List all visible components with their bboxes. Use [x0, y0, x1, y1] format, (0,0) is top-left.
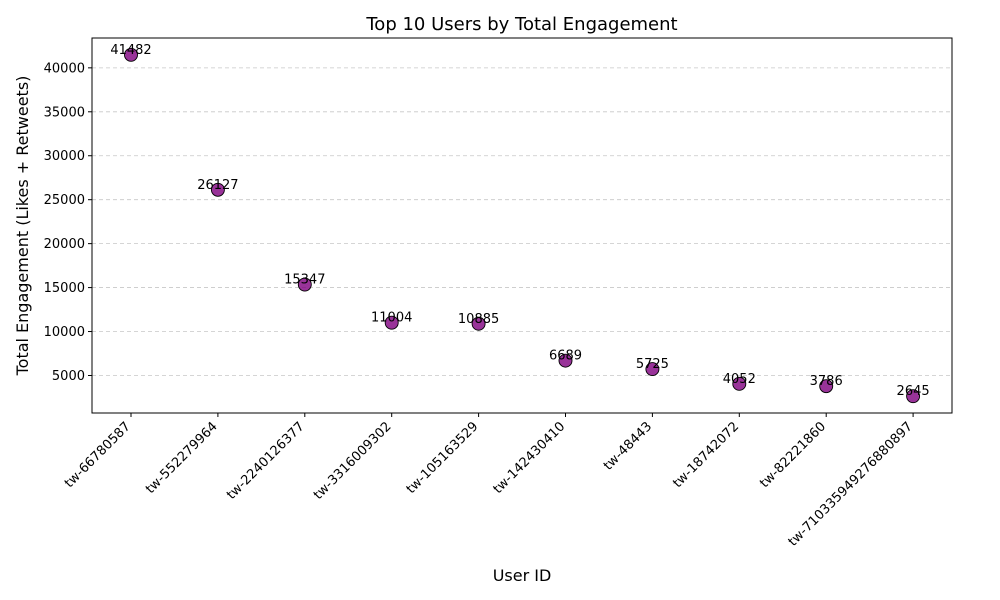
data-label: 15347: [284, 273, 325, 288]
data-point: [124, 47, 138, 62]
y-tick-label: 25000: [44, 193, 85, 208]
data-label: 10885: [458, 312, 499, 327]
data-label: 3786: [810, 374, 843, 389]
y-axis-ticks: 5000 10000 15000 20000 25000 30000 35000 40000: [44, 61, 92, 384]
data-points: [124, 47, 921, 404]
data-point: [297, 277, 312, 292]
y-tick-label: 5000: [52, 369, 85, 384]
y-tick-label: 35000: [44, 105, 85, 120]
data-labels: 41482 26127 15347 11004 10885 6689 5725 4052 378…: [110, 43, 929, 399]
data-point: [558, 353, 573, 368]
data-point: [384, 315, 399, 330]
data-point: [210, 182, 225, 197]
plot-area-frame: [91, 37, 953, 414]
y-tick-label: 30000: [44, 149, 85, 164]
data-label: 2645: [897, 384, 930, 399]
data-label: 11004: [371, 311, 412, 326]
data-point: [732, 376, 747, 391]
y-gridlines: [92, 67, 952, 376]
data-label: 6689: [549, 349, 582, 364]
data-label: 5725: [636, 357, 669, 372]
data-point: [471, 316, 486, 331]
data-point: [906, 389, 921, 404]
y-axis-label: Total Engagement (Likes + Retweets): [13, 76, 32, 377]
data-label: 26127: [197, 178, 238, 193]
data-point: [645, 362, 660, 377]
chart-title: Top 10 Users by Total Engagement: [365, 14, 677, 35]
data-label: 41482: [110, 43, 151, 58]
x-axis-label: User ID: [493, 566, 552, 585]
data-point: [819, 379, 834, 394]
y-tick-label: 10000: [44, 325, 85, 340]
y-tick-label: 20000: [44, 237, 85, 252]
y-tick-label: 40000: [44, 61, 85, 76]
y-tick-label: 15000: [44, 281, 85, 296]
data-label: 4052: [723, 372, 756, 387]
